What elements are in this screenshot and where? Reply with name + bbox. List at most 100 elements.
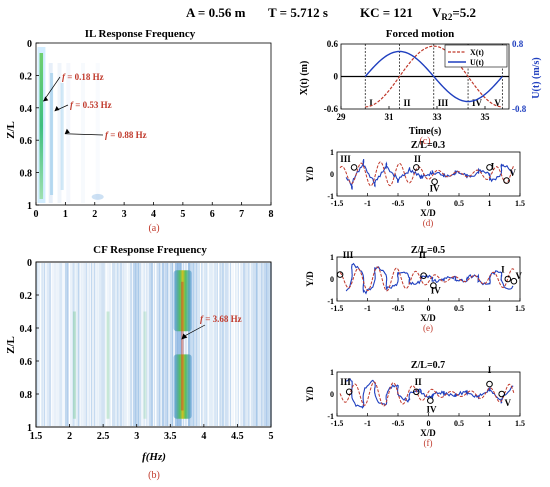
b-xtick-2: 2 bbox=[67, 431, 72, 442]
traj-marker-e-2 bbox=[430, 282, 437, 289]
cf-stripe-47 bbox=[159, 263, 161, 426]
traj-ytick-f-1: 1 bbox=[330, 368, 334, 377]
panel-b-frame bbox=[35, 261, 272, 428]
b-ytick-0.8: 0.8 bbox=[20, 390, 33, 401]
cf-stripe-10 bbox=[62, 263, 64, 426]
traj-xtick-f--1.5: -1.5 bbox=[331, 419, 344, 428]
traj-phase-d-II: II bbox=[414, 154, 422, 164]
traj-xtick-d-0: 0 bbox=[427, 199, 431, 208]
traj-ylabel-e: Y/D bbox=[305, 271, 315, 287]
cf-stripe-19 bbox=[85, 263, 88, 426]
traj-frame-f bbox=[336, 371, 521, 417]
a-xtick-4: 4 bbox=[151, 209, 156, 220]
traj-xtick-e--1.5: -1.5 bbox=[331, 304, 344, 313]
cf-stripe-75 bbox=[232, 263, 234, 426]
cf-stripe-44 bbox=[151, 263, 154, 426]
cf-stripe-4 bbox=[46, 263, 50, 426]
traj-ytick-f--1: -1 bbox=[327, 412, 334, 421]
b-xtick-4: 4 bbox=[201, 431, 206, 442]
traj-title-f: Z/L=0.7 bbox=[411, 360, 445, 371]
a-xtick-3: 3 bbox=[122, 209, 127, 220]
traj-marker-d-3 bbox=[486, 164, 493, 171]
traj-ytick-d-1: 1 bbox=[330, 148, 334, 157]
traj-xtick-f-1: 1 bbox=[488, 419, 492, 428]
cf-stripe-57 bbox=[185, 263, 187, 426]
b-xtick-2.5: 2.5 bbox=[97, 431, 110, 442]
cf-stripe-3 bbox=[43, 263, 46, 426]
b-annotation-0: f = 3.68 Hz bbox=[200, 314, 242, 324]
traj-phase-f-V: V bbox=[505, 398, 512, 408]
b-ytick-0: 0 bbox=[27, 258, 32, 269]
panel-c-legend: X(t)U(t) bbox=[444, 44, 508, 68]
il-streak-4 bbox=[96, 63, 100, 203]
c-xtick-31: 31 bbox=[385, 112, 395, 122]
cf-stripe-5 bbox=[49, 263, 51, 426]
traj-xtick-f--1: -1 bbox=[364, 419, 371, 428]
cf-stripe-86 bbox=[261, 263, 264, 426]
traj-phase-f-II: II bbox=[415, 377, 423, 387]
traj-xtick-e--0.5: -0.5 bbox=[392, 304, 405, 313]
cf-stripe-84 bbox=[255, 263, 259, 426]
b-xtick-4.5: 4.5 bbox=[231, 431, 244, 442]
a-annotation-2: f = 0.88 Hz bbox=[105, 130, 147, 140]
cf-stripe-18 bbox=[83, 263, 86, 426]
traj-red-d bbox=[339, 161, 515, 187]
traj-phase-e-II: II bbox=[419, 250, 427, 260]
cf-stripe-14 bbox=[72, 263, 75, 426]
panel-b-title: CF Response Frequency bbox=[93, 244, 207, 256]
cf-stripe-72 bbox=[224, 263, 228, 426]
a-arrowhead-2 bbox=[64, 128, 70, 134]
cf-stripe-50 bbox=[166, 263, 169, 426]
panel-c-caption: (c) bbox=[419, 136, 430, 147]
a-xtick-7: 7 bbox=[239, 209, 244, 220]
cf-stripe-2 bbox=[41, 263, 44, 426]
a-xtick-5: 5 bbox=[180, 209, 185, 220]
panel-b-ylabel: Z/L bbox=[5, 336, 17, 354]
traj-caption-d: (d) bbox=[423, 218, 434, 228]
c-series-u bbox=[364, 50, 503, 103]
traj-phase-f-I: I bbox=[488, 365, 492, 375]
b-ytick-0.2: 0.2 bbox=[20, 291, 33, 302]
cf-stripe-13 bbox=[70, 263, 74, 426]
a-xtick-1: 1 bbox=[63, 209, 68, 220]
cf-stripe-81 bbox=[248, 263, 250, 426]
traj-blue-f bbox=[346, 378, 514, 409]
panel-forced-motion: Forced motion I II III IV V 29 31 33 35-0.600.6… bbox=[299, 28, 542, 147]
cf-stripe-16 bbox=[77, 263, 80, 426]
cf-stripe-56 bbox=[182, 263, 185, 426]
traj-blue-d bbox=[345, 159, 514, 190]
cf-stripe-36 bbox=[130, 263, 133, 426]
cf-stripe-37 bbox=[132, 263, 137, 426]
panel-c-xlabel: Time(s) bbox=[409, 126, 442, 137]
cf-stripe-79 bbox=[242, 263, 246, 426]
cf-stripe-9 bbox=[59, 263, 63, 426]
traj-xtick-e-1: 1 bbox=[488, 304, 492, 313]
cf-stripe-78 bbox=[240, 263, 243, 426]
b-xtick-5: 5 bbox=[269, 431, 274, 442]
c-phase-label-II: II bbox=[404, 98, 412, 108]
cf-peak-upper bbox=[173, 270, 192, 332]
traj-phase-d-V: V bbox=[509, 168, 516, 178]
cf-stripe-11 bbox=[64, 263, 69, 426]
panel-cf-frequency: CF Response Frequency 1.5 2 2.5 3 3.5 4 4.5 5 0 0… bbox=[5, 244, 274, 481]
cf-stripe-65 bbox=[206, 263, 208, 426]
panel-c-ylabel2: U(t) (m/s) bbox=[531, 57, 542, 98]
panel-a-ticks: 0 1 2 3 4 5 6 7 800.20.40.60.81 bbox=[20, 39, 274, 220]
b-xtick-3: 3 bbox=[134, 431, 139, 442]
cf-stripe-52 bbox=[172, 263, 174, 426]
c-phase-label-IV: IV bbox=[472, 98, 483, 108]
il-peak-0.88 bbox=[60, 83, 64, 190]
cf-stripe-35 bbox=[127, 263, 131, 426]
b-xtick-1.5: 1.5 bbox=[30, 431, 43, 442]
a-arrow-0 bbox=[42, 76, 61, 102]
c-legend-label-x: X(t) bbox=[470, 48, 484, 57]
figure-header: A = 0.56 m T = 5.712 s KC = 121 VR2=5.2 bbox=[186, 5, 476, 22]
b-ytick-1: 1 bbox=[27, 423, 32, 434]
traj-phase-d-III: III bbox=[340, 154, 351, 164]
cf-stripe-31 bbox=[117, 263, 120, 426]
traj-ylabel-f: Y/D bbox=[305, 386, 315, 402]
cf-stripe-40 bbox=[140, 263, 144, 426]
panel-c-ticks: 29 31 33 35 -0.6 0 0.6 -0.8 0.8 bbox=[324, 39, 527, 122]
